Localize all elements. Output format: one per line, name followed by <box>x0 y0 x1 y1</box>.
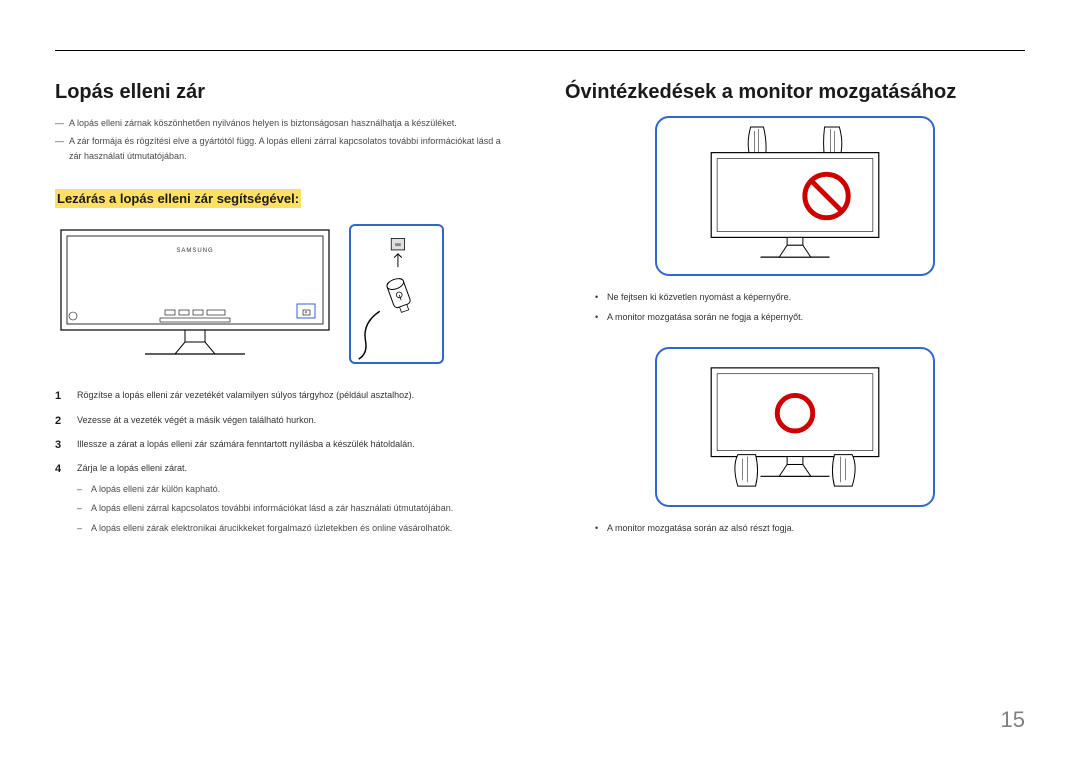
step-item: 3Illessze a zárat a lopás elleni zár szá… <box>55 437 515 451</box>
sub-heading-highlight: Lezárás a lopás elleni zár segítségével: <box>55 189 301 208</box>
step-number: 4 <box>55 461 61 479</box>
step-text: Illessze a zárat a lopás elleni zár szám… <box>77 439 415 449</box>
lock-detail-illustration <box>349 224 444 364</box>
note-item: A lopás elleni zárak elektronikai árucik… <box>77 521 515 535</box>
caution1-list: Ne fejtsen ki közvetlen nyomást a képern… <box>595 290 1025 325</box>
monitor-back-illustration: SAMSUNG <box>55 224 335 364</box>
caution-illustration-bottom <box>655 347 935 507</box>
left-column: Lopás elleni zár A lopás elleni zárnak k… <box>55 81 515 557</box>
steps-list: 1 Rögzítse a lopás elleni zár vezetékét v… <box>55 388 515 535</box>
note-item: A lopás elleni zárral kapcsolatos tovább… <box>77 501 515 515</box>
right-column: Óvintézkedések a monitor mozgatásához <box>565 81 1025 557</box>
step-item: 2Vezesse át a vezeték végét a másik vége… <box>55 413 515 427</box>
step-text: Vezesse át a vezeték végét a másik végen… <box>77 415 316 425</box>
two-column-layout: Lopás elleni zár A lopás elleni zárnak k… <box>55 81 1025 557</box>
step-text: Rögzítse a lopás elleni zár vezetékét va… <box>77 390 414 400</box>
step-text: Zárja le a lopás elleni zárat. <box>77 463 187 473</box>
step-item: 1Rögzítse a lopás elleni zár vezetékét v… <box>55 388 515 402</box>
step-number: 1 <box>55 388 61 406</box>
left-heading: Lopás elleni zár <box>55 81 515 104</box>
caution2-list: A monitor mozgatása során az alsó részt … <box>595 521 1025 535</box>
intro-item: A zár formája és rögzítési elve a gyártó… <box>55 134 515 163</box>
step-number: 2 <box>55 413 61 431</box>
illustration-row: SAMSUNG <box>55 224 515 364</box>
caution-item: Ne fejtsen ki közvetlen nyomást a képern… <box>595 290 1025 304</box>
right-heading: Óvintézkedések a monitor mozgatásához <box>565 81 1025 104</box>
note-item: A lopás elleni zár külön kapható. <box>77 482 515 496</box>
svg-text:SAMSUNG: SAMSUNG <box>176 248 213 254</box>
intro-item: A lopás elleni zárnak köszönhetően nyilv… <box>55 116 515 130</box>
caution-item: A monitor mozgatása során az alsó részt … <box>595 521 1025 535</box>
page-number: 15 <box>1001 707 1025 733</box>
caution-item: A monitor mozgatása során ne fogja a kép… <box>595 310 1025 324</box>
step-item: 4 Zárja le a lopás elleni zárat. A lopás … <box>55 461 515 535</box>
notes-list: A lopás elleni zár külön kapható. A lopá… <box>77 482 515 535</box>
step-number: 3 <box>55 437 61 455</box>
top-rule <box>55 50 1025 51</box>
caution-illustration-top <box>655 116 935 276</box>
intro-list: A lopás elleni zárnak köszönhetően nyilv… <box>55 116 515 163</box>
